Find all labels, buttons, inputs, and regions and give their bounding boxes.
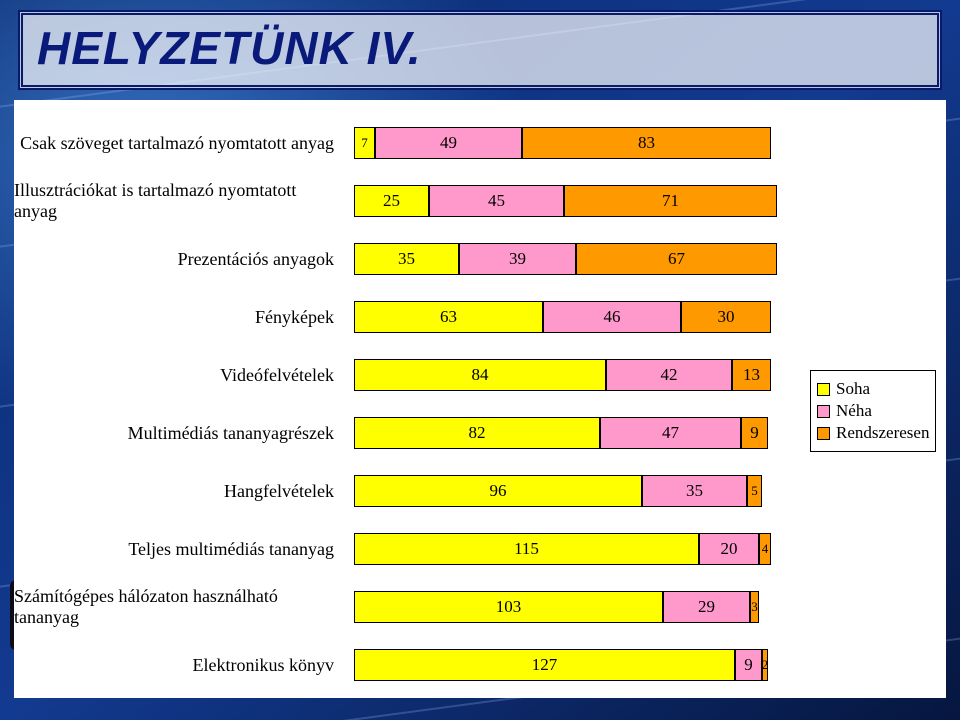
bar: 96355 — [354, 475, 762, 507]
bar-segment-neha: 49 — [375, 127, 522, 159]
row-label: Teljes multimédiás tananyag — [14, 520, 344, 578]
bar-segment-neha: 39 — [459, 243, 576, 275]
legend-label: Soha — [836, 379, 870, 399]
bar: 844213 — [354, 359, 771, 391]
row-label: Multimédiás tananyagrészek — [14, 404, 344, 462]
chart-row: Fényképek 634630 — [14, 288, 804, 346]
bar-segment-soha: 63 — [354, 301, 543, 333]
bar-segment-rendszeresen: 3 — [750, 591, 759, 623]
title-box: HELYZETÜNK IV. — [18, 10, 942, 90]
bar-segment-rendszeresen: 2 — [762, 649, 768, 681]
row-label: Hangfelvételek — [14, 462, 344, 520]
bar-segment-soha: 84 — [354, 359, 606, 391]
bar-segment-neha: 47 — [600, 417, 741, 449]
bar-segment-neha: 45 — [429, 185, 564, 217]
chart-row: Prezentációs anyagok 353967 — [14, 230, 804, 288]
bar: 254571 — [354, 185, 777, 217]
legend-swatch — [817, 383, 830, 396]
chart-row: Elektronikus könyv 12792 — [14, 636, 804, 694]
stacked-bar-chart: Csak szöveget tartalmazó nyomtatott anya… — [14, 100, 804, 698]
bar-segment-rendszeresen: 83 — [522, 127, 771, 159]
bar-segment-soha: 103 — [354, 591, 663, 623]
bar-segment-rendszeresen: 5 — [747, 475, 762, 507]
bar-segment-neha: 9 — [735, 649, 762, 681]
row-label: Fényképek — [14, 288, 344, 346]
bar: 353967 — [354, 243, 777, 275]
bar-segment-rendszeresen: 13 — [732, 359, 771, 391]
bar-segment-soha: 35 — [354, 243, 459, 275]
legend-label: Néha — [836, 401, 872, 421]
bar: 115204 — [354, 533, 771, 565]
bar-segment-soha: 115 — [354, 533, 699, 565]
bar-segment-soha: 82 — [354, 417, 600, 449]
row-label: Prezentációs anyagok — [14, 230, 344, 288]
bar-segment-rendszeresen: 9 — [741, 417, 768, 449]
chart-row: Videófelvételek 844213 — [14, 346, 804, 404]
legend-item: Rendszeresen — [817, 423, 929, 443]
bar: 82479 — [354, 417, 768, 449]
chart-row: Multimédiás tananyagrészek 82479 — [14, 404, 804, 462]
row-label: Csak szöveget tartalmazó nyomtatott anya… — [14, 114, 344, 172]
bar-segment-rendszeresen: 67 — [576, 243, 777, 275]
bar-segment-rendszeresen: 30 — [681, 301, 771, 333]
bar-segment-soha: 96 — [354, 475, 642, 507]
chart-row: Csak szöveget tartalmazó nyomtatott anya… — [14, 114, 804, 172]
bar-segment-soha: 127 — [354, 649, 735, 681]
chart-row: Hangfelvételek 96355 — [14, 462, 804, 520]
legend: SohaNéhaRendszeresen — [810, 370, 936, 452]
chart-row: Illusztrációkat is tartalmazó nyomtatott… — [14, 172, 804, 230]
bar-segment-neha: 35 — [642, 475, 747, 507]
bar: 74983 — [354, 127, 771, 159]
legend-item: Néha — [817, 401, 929, 421]
bar-segment-rendszeresen: 4 — [759, 533, 771, 565]
bar-segment-neha: 46 — [543, 301, 681, 333]
page-title: HELYZETÜNK IV. — [37, 22, 422, 74]
slide: HELYZETÜNK IV. Csak szöveget tartalmazó … — [0, 0, 960, 720]
bar: 103293 — [354, 591, 759, 623]
row-label: Illusztrációkat is tartalmazó nyomtatott… — [14, 172, 344, 230]
chart-row: Számítógépes hálózaton használható tanan… — [14, 578, 804, 636]
bar-segment-soha: 7 — [354, 127, 375, 159]
bar-segment-neha: 42 — [606, 359, 732, 391]
bar-segment-neha: 29 — [663, 591, 750, 623]
chart-panel: Csak szöveget tartalmazó nyomtatott anya… — [14, 100, 946, 698]
row-label: Videófelvételek — [14, 346, 344, 404]
legend-label: Rendszeresen — [836, 423, 929, 443]
bar-segment-neha: 20 — [699, 533, 759, 565]
bar-segment-rendszeresen: 71 — [564, 185, 777, 217]
bar: 12792 — [354, 649, 768, 681]
legend-swatch — [817, 427, 830, 440]
row-label: Elektronikus könyv — [14, 636, 344, 694]
bar: 634630 — [354, 301, 771, 333]
legend-swatch — [817, 405, 830, 418]
legend-item: Soha — [817, 379, 929, 399]
row-label: Számítógépes hálózaton használható tanan… — [14, 578, 344, 636]
bar-segment-soha: 25 — [354, 185, 429, 217]
chart-row: Teljes multimédiás tananyag 115204 — [14, 520, 804, 578]
